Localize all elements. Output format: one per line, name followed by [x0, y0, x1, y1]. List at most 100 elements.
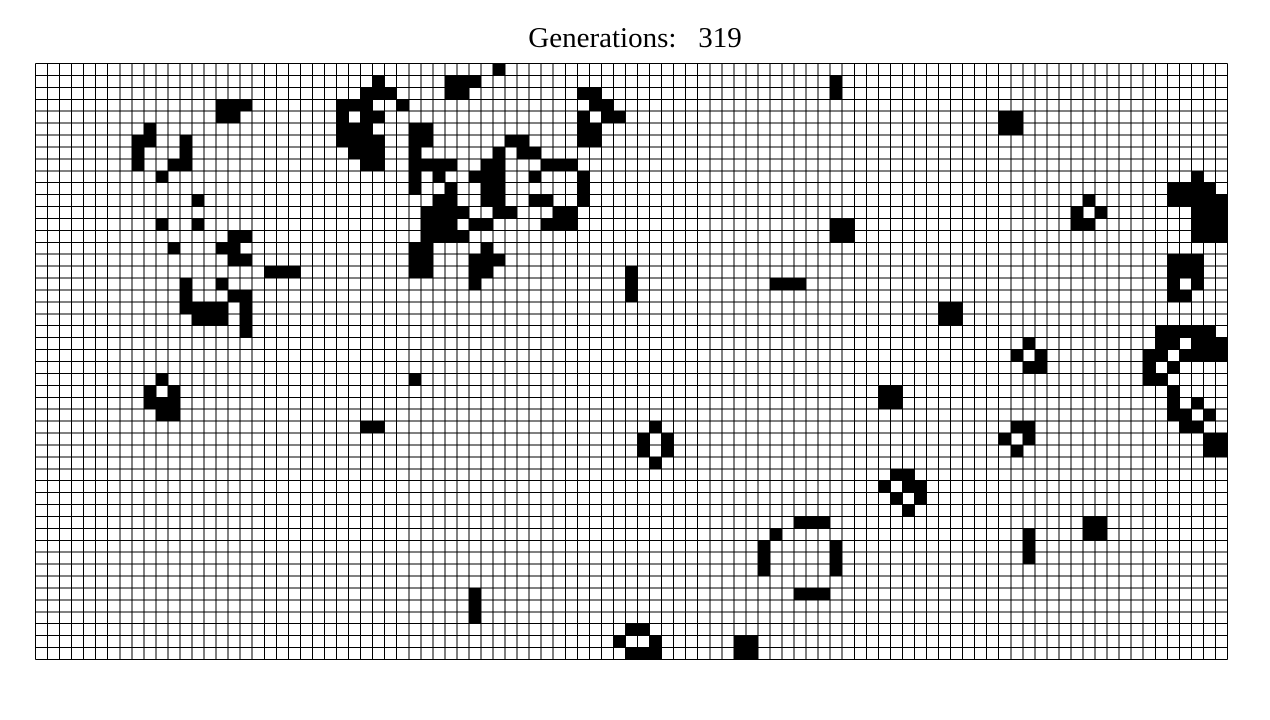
live-cell[interactable] [529, 170, 542, 183]
live-cell[interactable] [192, 313, 205, 326]
live-cell[interactable] [1215, 206, 1228, 219]
live-cell[interactable] [408, 135, 421, 147]
live-cell[interactable] [240, 325, 253, 338]
live-cell[interactable] [830, 552, 843, 565]
live-cell[interactable] [1215, 444, 1228, 457]
live-cell[interactable] [192, 301, 205, 314]
live-cell[interactable] [1167, 266, 1180, 279]
live-cell[interactable] [649, 635, 662, 648]
live-cell[interactable] [565, 206, 578, 219]
live-cell[interactable] [1179, 409, 1192, 422]
live-cell[interactable] [1179, 421, 1192, 434]
live-cell[interactable] [480, 158, 494, 171]
live-cell[interactable] [179, 135, 193, 147]
live-cell[interactable] [794, 516, 807, 529]
live-cell[interactable] [1155, 337, 1168, 350]
live-cell[interactable] [167, 242, 180, 255]
live-cell[interactable] [1191, 266, 1204, 279]
live-cell[interactable] [360, 99, 373, 112]
live-cell[interactable] [1083, 516, 1096, 529]
live-cell[interactable] [1010, 421, 1023, 434]
live-cell[interactable] [1155, 349, 1168, 362]
live-cell[interactable] [360, 146, 373, 159]
live-cell[interactable] [444, 75, 457, 88]
live-cell[interactable] [745, 635, 758, 648]
live-cell[interactable] [493, 206, 506, 219]
live-cell[interactable] [456, 206, 469, 219]
live-cell[interactable] [216, 301, 229, 314]
live-cell[interactable] [890, 385, 903, 398]
live-cell[interactable] [480, 194, 494, 207]
live-cell[interactable] [336, 111, 349, 124]
live-cell[interactable] [1095, 528, 1108, 541]
live-cell[interactable] [1215, 433, 1228, 445]
live-cell[interactable] [372, 135, 385, 147]
live-cell[interactable] [661, 433, 674, 445]
live-cell[interactable] [432, 158, 445, 171]
live-cell[interactable] [938, 313, 951, 326]
live-cell[interactable] [589, 87, 602, 100]
live-cell[interactable] [228, 230, 241, 243]
live-cell[interactable] [493, 170, 506, 183]
live-cell[interactable] [372, 87, 385, 100]
live-cell[interactable] [1155, 373, 1168, 386]
live-cell[interactable] [276, 266, 289, 279]
live-cell[interactable] [794, 587, 807, 600]
live-cell[interactable] [1191, 254, 1204, 267]
live-cell[interactable] [830, 87, 843, 100]
live-cell[interactable] [444, 158, 457, 171]
live-cell[interactable] [480, 266, 494, 279]
live-cell[interactable] [216, 242, 229, 255]
live-cell[interactable] [167, 397, 180, 410]
live-cell[interactable] [192, 218, 205, 231]
live-cell[interactable] [1167, 397, 1180, 410]
live-cell[interactable] [155, 373, 168, 386]
live-cell[interactable] [1203, 206, 1216, 219]
live-cell[interactable] [1191, 397, 1204, 410]
live-cell[interactable] [360, 87, 373, 100]
live-cell[interactable] [1203, 325, 1216, 338]
live-cell[interactable] [143, 135, 156, 147]
live-cell[interactable] [769, 528, 782, 541]
live-cell[interactable] [468, 218, 481, 231]
live-cell[interactable] [902, 504, 915, 517]
live-cell[interactable] [360, 123, 373, 136]
live-cell[interactable] [240, 254, 253, 267]
live-cell[interactable] [1191, 421, 1204, 434]
live-cell[interactable] [914, 492, 927, 505]
live-cell[interactable] [216, 99, 229, 112]
live-cell[interactable] [565, 218, 578, 231]
live-cell[interactable] [1179, 194, 1192, 207]
live-cell[interactable] [1022, 433, 1035, 445]
live-cell[interactable] [577, 194, 590, 207]
live-cell[interactable] [1179, 266, 1192, 279]
live-cell[interactable] [1022, 421, 1035, 434]
live-cell[interactable] [468, 266, 481, 279]
live-cell[interactable] [143, 397, 156, 410]
live-cell[interactable] [1083, 194, 1096, 207]
live-cell[interactable] [408, 170, 421, 183]
live-cell[interactable] [565, 158, 578, 171]
live-cell[interactable] [517, 146, 530, 159]
live-cell[interactable] [1179, 325, 1192, 338]
live-cell[interactable] [589, 123, 602, 136]
live-cell[interactable] [432, 194, 445, 207]
live-cell[interactable] [1215, 337, 1228, 350]
live-cell[interactable] [420, 135, 433, 147]
live-cell[interactable] [1034, 361, 1047, 374]
live-cell[interactable] [420, 158, 433, 171]
live-cell[interactable] [493, 146, 506, 159]
live-cell[interactable] [625, 623, 638, 636]
live-cell[interactable] [228, 99, 241, 112]
live-cell[interactable] [444, 182, 457, 195]
live-cell[interactable] [372, 111, 385, 124]
live-cell[interactable] [372, 146, 385, 159]
live-cell[interactable] [1022, 337, 1035, 350]
live-cell[interactable] [1167, 361, 1180, 374]
live-cell[interactable] [1191, 170, 1204, 183]
live-cell[interactable] [468, 170, 481, 183]
live-cell[interactable] [1191, 218, 1204, 231]
live-cell[interactable] [1010, 444, 1023, 457]
live-cell[interactable] [577, 87, 590, 100]
live-cell[interactable] [1022, 540, 1035, 553]
